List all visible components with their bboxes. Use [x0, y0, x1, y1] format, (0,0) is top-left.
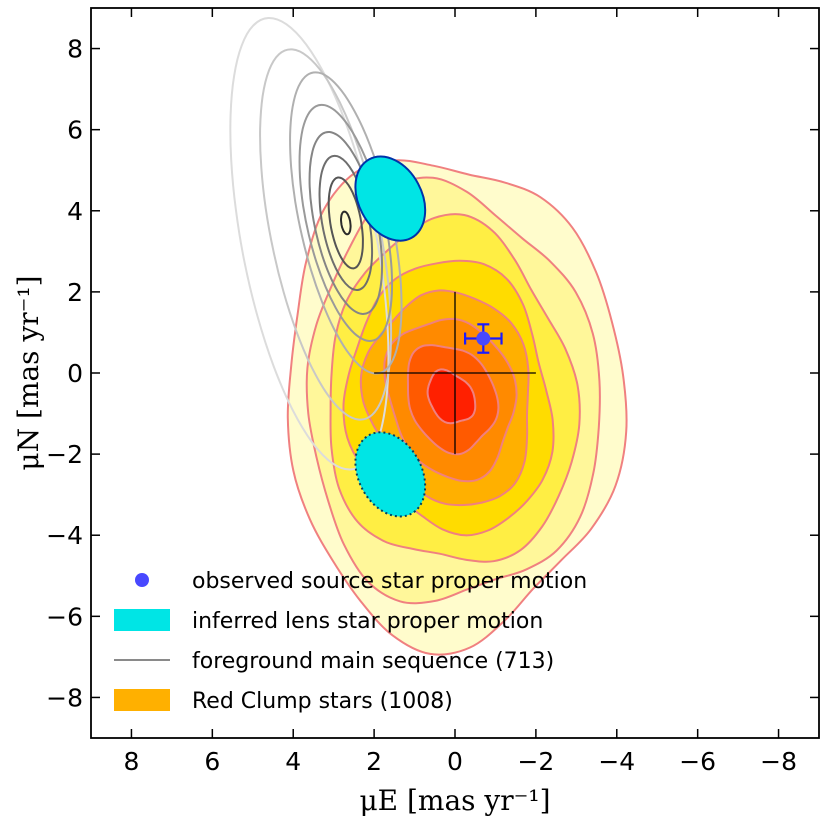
red-clump-line-level-5 [359, 289, 530, 507]
x-tick-label: 8 [123, 747, 139, 776]
y-tick-label: −8 [46, 683, 83, 712]
main-sequence-level-3 [289, 71, 403, 375]
legend-lens-label: inferred lens star proper motion [192, 609, 543, 634]
main-sequence-level-6 [318, 154, 374, 292]
x-tick-label: 2 [366, 747, 382, 776]
x-axis-label: μE [mas yr⁻¹] [359, 784, 550, 817]
y-tick-label: 2 [67, 278, 83, 307]
source-star-marker [464, 323, 503, 354]
axis-ticks [91, 8, 819, 738]
lens-solution-2 [354, 431, 427, 518]
y-tick-label: −4 [46, 521, 83, 550]
red-clump-line-level-1 [286, 159, 628, 656]
source-star-point [476, 331, 491, 346]
red-clump-line-level-8 [426, 368, 477, 425]
legend-source-marker [135, 573, 149, 587]
y-tick-label: 6 [67, 116, 83, 145]
red-clump-line-level-4 [342, 259, 555, 537]
legend-main-sequence-label: foreground main sequence (713) [192, 649, 554, 674]
main-sequence-level-2 [259, 48, 393, 421]
red-clump-fill-level-8 [427, 369, 476, 424]
y-tick-label: 8 [67, 35, 83, 64]
legend: observed source star proper motion infer… [114, 569, 587, 714]
x-tick-label: −2 [517, 747, 554, 776]
main-sequence-level-4 [298, 103, 394, 342]
legend-lens-swatch [114, 609, 170, 631]
red-clump-line-level-3 [329, 213, 581, 563]
x-tick-label: 4 [285, 747, 301, 776]
plot-area [229, 16, 628, 656]
x-tick-label: −8 [760, 747, 797, 776]
lens-solution-1 [354, 155, 427, 242]
x-tick-label: 0 [447, 747, 463, 776]
y-tick-label: 0 [67, 359, 83, 388]
main-sequence-level-8 [339, 210, 352, 236]
origin-crosshair [374, 291, 536, 455]
red-clump-line-level-6 [383, 317, 518, 483]
x-tick-label: −4 [598, 747, 635, 776]
y-axis-label: μN [mas yr⁻¹] [12, 275, 45, 470]
main-sequence-level-7 [327, 176, 364, 270]
y-tick-label: 4 [67, 197, 83, 226]
main-sequence-level-5 [308, 130, 384, 315]
y-tick-labels: 8 6 4 2 0 −2 −4 −6 −8 [46, 35, 83, 713]
legend-red-clump-swatch [114, 689, 170, 711]
x-tick-label: −6 [679, 747, 716, 776]
x-tick-label: 6 [204, 747, 220, 776]
x-tick-labels: 8 6 4 2 0 −2 −4 −6 −8 [123, 747, 796, 776]
red-clump-line-level-2 [305, 176, 601, 605]
legend-source-label: observed source star proper motion [192, 569, 587, 594]
red-clump-line-level-7 [406, 344, 500, 456]
red-clump-contour-lines [286, 159, 628, 656]
y-tick-label: −2 [46, 440, 83, 469]
legend-red-clump-label: Red Clump stars (1008) [192, 689, 453, 714]
lens-star-solutions [354, 155, 427, 518]
y-tick-label: −6 [46, 602, 83, 631]
